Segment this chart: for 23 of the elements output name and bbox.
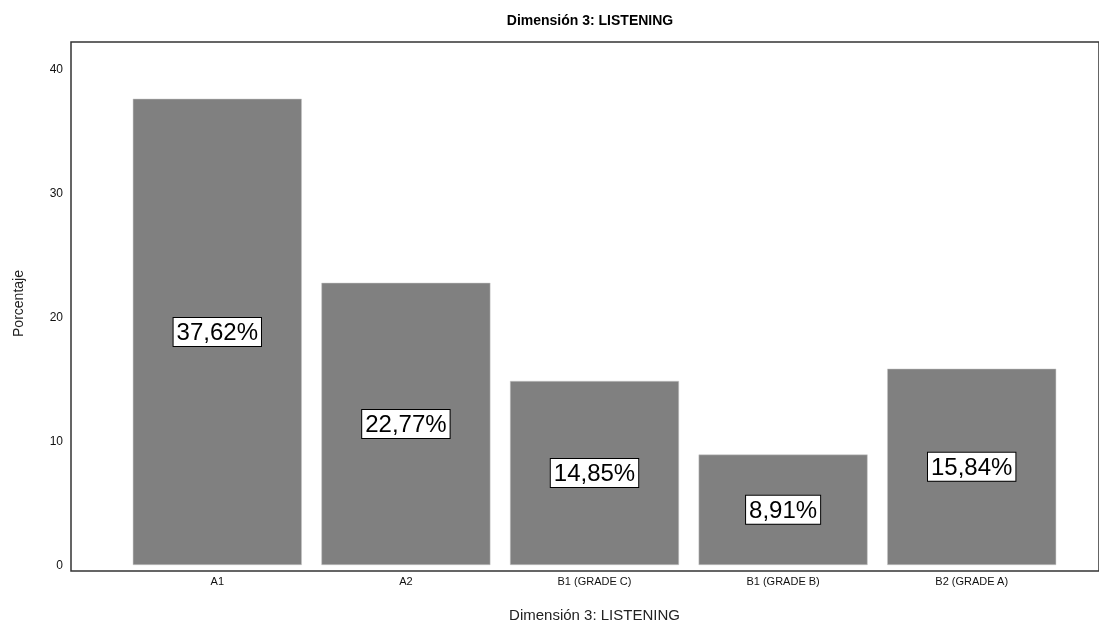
y-tick-label: 40	[49, 62, 64, 77]
chart-title: Dimensión 3: LISTENING	[506, 12, 674, 28]
y-axis-title: Porcentaje	[10, 269, 26, 337]
x-tick-label: A2	[399, 574, 413, 587]
data-label: 37,62%	[176, 318, 258, 346]
x-axis-title: Dimensión 3: LISTENING	[509, 606, 680, 623]
bar	[887, 368, 1057, 565]
bar	[132, 98, 302, 565]
x-tick-label: B2 (GRADE A)	[935, 574, 1009, 587]
bar	[698, 454, 868, 565]
y-tick-label: 0	[56, 558, 64, 572]
data-label: 15,84%	[931, 453, 1013, 481]
data-label: 8,91%	[749, 496, 818, 524]
bar	[321, 282, 491, 565]
y-tick-label: 20	[49, 310, 64, 325]
x-tick-label: B1 (GRADE B)	[746, 574, 820, 587]
y-tick-label: 30	[49, 186, 64, 201]
y-tick-label: 10	[49, 434, 64, 449]
x-tick-label: A1	[210, 574, 225, 587]
data-label: 14,85%	[553, 459, 636, 487]
bar	[510, 380, 679, 565]
data-label: 22,77%	[365, 410, 447, 438]
x-tick-label: B1 (GRADE C)	[557, 574, 632, 587]
